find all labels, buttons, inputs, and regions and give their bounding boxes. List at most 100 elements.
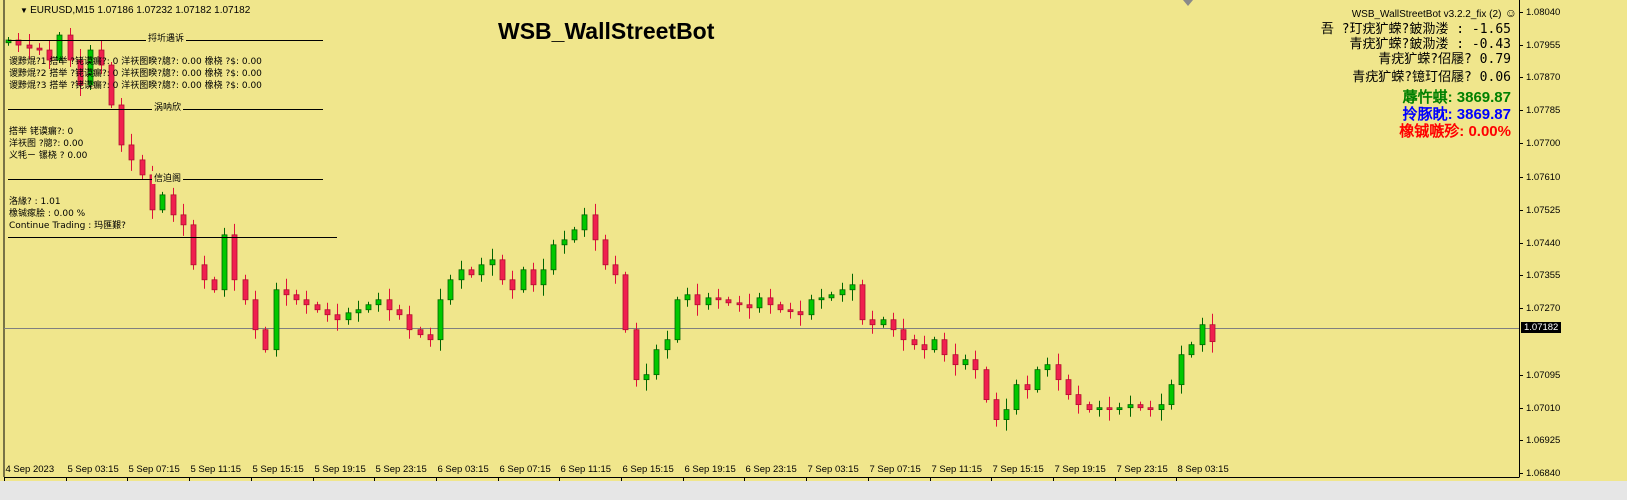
bear-candle (139, 159, 146, 176)
bull-candle (1096, 407, 1103, 411)
x-tick-label: 7 Sep 03:15 (807, 464, 859, 475)
bear-candle (993, 399, 1000, 421)
current-price-tag: 1.07182 (1521, 322, 1562, 333)
bear-candle (715, 297, 722, 301)
bear-candle (170, 194, 177, 216)
bull-candle (674, 299, 681, 341)
bull-candle (705, 297, 712, 306)
candles-group (5, 28, 1216, 431)
bear-candle (1106, 407, 1113, 411)
bull-candle (839, 289, 846, 296)
bear-candle (890, 319, 897, 331)
status-row-lot: 洛緣? : 1.01 (9, 197, 61, 207)
bear-candle (622, 274, 629, 331)
bull-candle (56, 34, 63, 61)
y-tick-label: 1.07700 (1526, 137, 1561, 149)
bull-candle (273, 289, 280, 351)
bull-candle (550, 244, 557, 271)
x-tick-label: 8 Sep 03:15 (1177, 464, 1229, 475)
x-tick-label: 6 Sep 07:15 (499, 464, 551, 475)
bull-candle (1013, 384, 1020, 411)
bull-candle (808, 299, 815, 316)
bull-candle (849, 284, 856, 291)
chart-shift-marker-icon[interactable] (1183, 0, 1193, 6)
x-tick-label: 5 Sep 03:15 (67, 464, 119, 475)
x-tick-label: 7 Sep 19:15 (1054, 464, 1106, 475)
bear-candle (334, 314, 341, 321)
bull-candle (756, 297, 763, 309)
y-tick-label: 1.06840 (1526, 467, 1561, 479)
bear-candle (26, 44, 33, 49)
x-tick-label: 7 Sep 11:15 (931, 464, 983, 475)
bull-candle (458, 269, 465, 281)
bull-candle (818, 297, 825, 301)
bull-candle (561, 239, 568, 246)
bear-candle (417, 329, 424, 336)
bull-candle (653, 349, 660, 376)
bull-candle (1168, 384, 1175, 406)
bull-candle (1199, 324, 1206, 346)
x-tick-label: 7 Sep 07:15 (869, 464, 921, 475)
x-tick-label: 5 Sep 11:15 (190, 464, 242, 475)
bull-candle (643, 374, 650, 381)
bear-candle (67, 34, 74, 61)
profit-value: 橡铖嗾殄: 0.00% (1399, 123, 1511, 140)
x-tick-label: 6 Sep 03:15 (437, 464, 489, 475)
bear-candle (98, 49, 105, 66)
right-panel-line-2: 青疣犷蝾?鈹泐溇 : -0.43 (1349, 37, 1511, 52)
bear-candle (797, 311, 804, 316)
bull-candle (221, 234, 228, 291)
bear-candle (1024, 384, 1031, 391)
panel-section-title-2: 涡呐欣 (152, 100, 184, 113)
right-panel-line-3: 青疣犷蝾?佋屦? 0.79 (1378, 52, 1511, 67)
indicator-label: WSB_WallStreetBot v3.2.2_fix (2) ☺ (1352, 6, 1517, 20)
bull-candle (1116, 407, 1123, 411)
summary-row-2: 洋祆图 ?牕?: 0.00 (9, 139, 84, 149)
bear-candle (118, 104, 125, 146)
x-tick-label: 7 Sep 15:15 (992, 464, 1044, 475)
bear-candle (427, 334, 434, 341)
panel-section-title-1: 捋圻遇诉 (146, 31, 187, 44)
bear-candle (509, 279, 516, 291)
bear-candle (1065, 379, 1072, 396)
right-panel-line-1: 吾 ?玎疣犷蝾?鈹泐溇 : -1.65 (1320, 22, 1511, 37)
x-tick-label: 6 Sep 15:15 (622, 464, 674, 475)
status-row-drawdown: 橡铖瘃脍 : 0.00 % (9, 209, 86, 219)
y-tick-label: 1.07525 (1526, 204, 1561, 216)
bull-candle (375, 299, 382, 306)
bear-candle (283, 289, 290, 296)
y-tick-label: 1.06925 (1526, 434, 1561, 446)
x-tick-label: 5 Sep 15:15 (252, 464, 304, 475)
bear-candle (972, 359, 979, 371)
bear-candle (303, 299, 310, 306)
bear-candle (694, 294, 701, 306)
bull-candle (159, 194, 166, 211)
symbol-info: ▼ EURUSD,M15 1.07186 1.07232 1.07182 1.0… (20, 5, 250, 16)
y-tick-label: 1.08040 (1526, 6, 1561, 18)
y-tick-label: 1.07785 (1526, 104, 1561, 116)
symbol-dropdown-icon[interactable]: ▼ (20, 6, 31, 15)
y-tick-label: 1.07955 (1526, 39, 1561, 51)
bear-candle (242, 279, 249, 301)
y-tick-label: 1.07270 (1526, 302, 1561, 314)
x-tick-label: 7 Sep 23:15 (1116, 464, 1168, 475)
bear-candle (941, 339, 948, 356)
bear-candle (592, 214, 599, 241)
bear-candle (77, 59, 84, 86)
bear-candle (725, 299, 732, 304)
bear-candle (983, 369, 990, 401)
bear-candle (201, 264, 208, 281)
bull-candle (571, 229, 578, 241)
bear-candle (406, 314, 413, 331)
y-tick-label: 1.07010 (1526, 402, 1561, 414)
bull-candle (540, 269, 547, 286)
bear-candle (952, 354, 959, 366)
bear-candle (231, 234, 238, 281)
panel-section-title-3: 信迫阁 (152, 171, 184, 184)
bull-candle (1188, 344, 1195, 356)
bot-title: WSB_WallStreetBot (498, 18, 715, 44)
smiley-face-icon: ☺ (1501, 6, 1517, 20)
bear-candle (602, 239, 609, 266)
x-tick-label: 5 Sep 23:15 (375, 464, 427, 475)
